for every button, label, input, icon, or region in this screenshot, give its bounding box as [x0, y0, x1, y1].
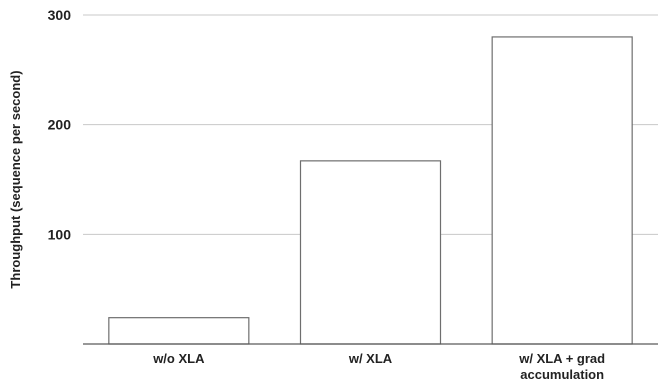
- y-axis-title: Throughput (sequence per second): [8, 70, 23, 288]
- bar: [299, 160, 442, 345]
- y-tick-label: 200: [48, 117, 72, 133]
- x-tick-label: w/ XLA + grad accumulation: [518, 351, 605, 382]
- x-tick-label: w/o XLA: [152, 351, 205, 366]
- y-tick-label: 300: [48, 7, 72, 23]
- bar: [108, 317, 250, 345]
- bars: [108, 36, 633, 345]
- bar: [491, 36, 633, 345]
- x-tick-labels: w/o XLA w/ XLA w/ XLA + grad accumulation: [152, 351, 605, 382]
- y-tick-label: 100: [48, 226, 72, 242]
- y-tick-labels: 100 200 300: [48, 7, 72, 242]
- x-tick-label: w/ XLA: [348, 351, 393, 366]
